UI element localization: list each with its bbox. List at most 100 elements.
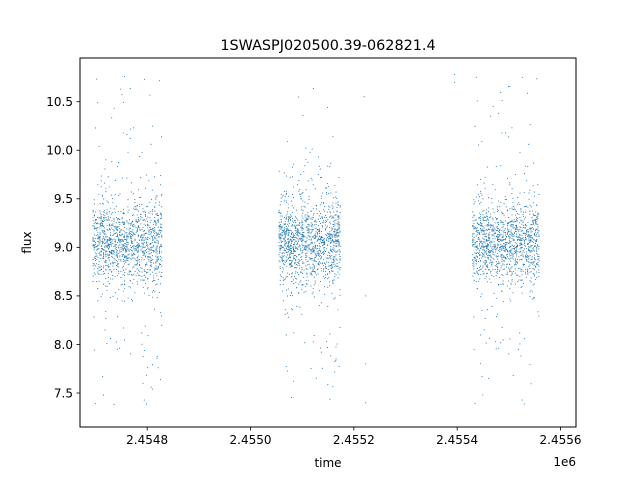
data-point <box>482 394 484 396</box>
data-point <box>103 270 105 273</box>
data-point <box>134 270 136 273</box>
data-point <box>499 262 501 264</box>
data-point <box>494 222 496 224</box>
data-point <box>528 234 530 236</box>
data-point <box>509 338 511 340</box>
data-point <box>474 201 476 203</box>
data-point <box>514 221 516 223</box>
data-point <box>335 234 337 236</box>
data-point <box>522 250 524 252</box>
data-point <box>122 269 125 271</box>
data-point <box>498 239 500 241</box>
data-point <box>333 230 335 232</box>
data-point <box>104 272 106 274</box>
data-point <box>332 251 334 253</box>
data-point <box>320 177 322 179</box>
data-point <box>503 245 505 247</box>
data-point <box>492 249 494 251</box>
data-point <box>475 246 477 249</box>
data-point <box>335 358 337 360</box>
data-point <box>311 251 313 253</box>
data-point <box>100 254 102 256</box>
data-point <box>497 237 499 239</box>
data-point <box>112 228 114 231</box>
data-point <box>519 343 521 345</box>
data-point <box>313 247 315 249</box>
data-point <box>478 243 480 245</box>
data-point <box>325 191 328 194</box>
data-point <box>313 250 315 252</box>
data-point <box>101 240 104 242</box>
data-point <box>537 215 539 217</box>
data-point <box>485 213 487 215</box>
data-point <box>136 263 138 265</box>
data-point <box>510 241 512 243</box>
data-point <box>150 198 152 200</box>
data-point <box>475 219 477 221</box>
data-point <box>479 257 481 260</box>
data-point <box>320 197 322 199</box>
data-point <box>114 225 116 227</box>
data-point <box>149 273 151 275</box>
data-point <box>137 249 139 251</box>
data-point <box>485 266 487 268</box>
data-point <box>99 217 101 219</box>
data-point <box>492 253 494 255</box>
data-point <box>332 215 334 217</box>
data-point <box>279 212 281 214</box>
data-point <box>513 219 515 221</box>
data-point <box>155 265 157 267</box>
data-point <box>279 261 281 263</box>
data-point <box>523 251 525 253</box>
data-point <box>521 238 523 240</box>
data-point <box>96 229 98 231</box>
data-point <box>134 254 136 256</box>
data-point <box>307 250 309 252</box>
data-point <box>324 240 326 243</box>
data-point <box>290 242 292 245</box>
data-point <box>492 230 494 232</box>
data-point <box>329 226 331 228</box>
data-point <box>291 273 293 275</box>
y-tick-label: 10.5 <box>46 95 73 109</box>
data-point <box>284 231 286 233</box>
data-point <box>497 236 499 238</box>
data-point <box>482 254 484 256</box>
data-point <box>501 236 503 238</box>
data-point <box>279 268 281 270</box>
data-point <box>325 217 328 219</box>
data-point <box>517 229 519 231</box>
data-point <box>318 210 321 212</box>
data-point <box>286 248 288 250</box>
data-point <box>305 219 307 221</box>
data-point <box>315 236 317 238</box>
data-point <box>513 231 515 234</box>
data-point <box>529 241 531 243</box>
data-point <box>306 273 308 275</box>
data-point <box>332 216 334 219</box>
data-point <box>321 262 323 264</box>
x-tick-label: 2.4554 <box>436 433 478 447</box>
data-point <box>314 260 316 262</box>
data-point <box>94 273 96 275</box>
data-point <box>498 261 500 263</box>
data-point <box>530 258 532 261</box>
data-point <box>331 270 333 272</box>
data-point <box>143 269 145 271</box>
data-point <box>515 264 517 266</box>
data-point <box>480 269 482 271</box>
data-point <box>520 269 522 271</box>
data-point <box>92 216 94 218</box>
data-point <box>331 217 333 219</box>
data-point <box>532 273 534 275</box>
data-point <box>511 248 513 250</box>
data-point <box>104 227 106 229</box>
data-point <box>519 222 521 224</box>
data-point <box>308 235 310 237</box>
data-point <box>93 249 95 251</box>
data-point <box>523 206 525 208</box>
data-point <box>477 238 479 240</box>
data-point <box>307 229 309 231</box>
data-point <box>527 92 529 94</box>
data-point <box>525 245 527 247</box>
